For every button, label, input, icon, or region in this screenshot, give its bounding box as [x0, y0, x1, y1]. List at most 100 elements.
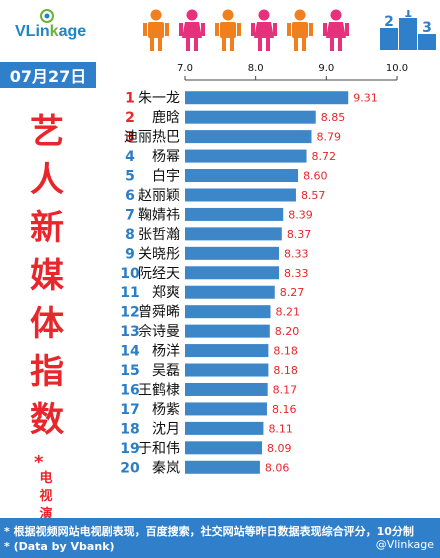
male-person-icon	[215, 9, 241, 51]
subtitle-char: 电	[39, 471, 53, 486]
value-label: 8.09	[267, 442, 292, 455]
rank-label: 17	[120, 402, 139, 418]
bar	[185, 441, 263, 455]
rank-label: 9	[125, 246, 135, 262]
rank-label: 1	[125, 91, 135, 107]
podium-number-2: 2	[384, 14, 394, 30]
rank-label: 2	[125, 110, 135, 126]
bar	[185, 324, 270, 338]
rank-label: 10	[120, 266, 140, 282]
podium-number-1: 1	[404, 10, 412, 20]
bar	[185, 149, 307, 163]
bar	[185, 266, 279, 280]
category-label: 沈月	[152, 421, 180, 437]
male-person-icon	[287, 9, 313, 51]
value-label: 9.31	[353, 92, 378, 105]
footer-source: * (Data by Vbank)	[4, 540, 115, 553]
female-person-icon	[179, 9, 205, 51]
bar	[185, 130, 312, 144]
category-label: 迪丽热巴	[124, 130, 180, 146]
rank-label: 7	[125, 207, 135, 223]
rank-label: 12	[120, 305, 139, 321]
vlinkage-logo	[40, 9, 54, 23]
value-label: 8.18	[273, 364, 298, 377]
watermark: @Vlinkage	[375, 538, 434, 551]
value-label: 8.20	[275, 325, 300, 338]
podium-number-3: 3	[422, 20, 432, 36]
category-label: 张哲瀚	[138, 227, 180, 243]
footer-note: * 根据视频网站电视剧表现，百度搜索，社交网站等昨日数据表现综合评分，10分制	[4, 525, 414, 538]
title-char: 新	[30, 208, 64, 248]
category-label: 佘诗曼	[138, 323, 180, 340]
bar	[185, 285, 275, 299]
value-label: 8.18	[273, 345, 298, 358]
footer: * 根据视频网站电视剧表现，百度搜索，社交网站等昨日数据表现综合评分，10分制 …	[0, 518, 440, 558]
male-person-icon	[143, 9, 169, 51]
bar	[185, 421, 264, 435]
chart-title: 艺 人 新 媒 体 指 数	[22, 108, 72, 444]
bar	[185, 246, 279, 260]
x-tick-label: 9.0	[318, 63, 334, 74]
value-label: 8.85	[321, 111, 346, 124]
value-label: 8.37	[287, 228, 312, 241]
title-char: 媒	[30, 256, 64, 296]
category-label: 赵丽颖	[138, 188, 180, 204]
bar	[185, 382, 268, 396]
bar	[185, 188, 296, 202]
bar	[185, 227, 282, 241]
category-label: 关晓彤	[138, 246, 180, 262]
bar	[185, 344, 269, 358]
title-char: 指	[30, 352, 64, 392]
bar	[185, 402, 267, 416]
bar	[185, 91, 349, 105]
value-label: 8.06	[265, 461, 290, 474]
category-label: 鹿晗	[152, 109, 180, 126]
category-label: 郑爽	[152, 285, 180, 301]
category-label: 朱一龙	[138, 91, 180, 107]
category-label: 王鹤棣	[138, 382, 180, 398]
category-label: 杨洋	[152, 344, 180, 360]
podium-icon: 2 1 3	[380, 10, 436, 50]
category-label: 鞠婧祎	[138, 207, 180, 223]
category-label: 杨紫	[152, 402, 180, 418]
people-icons	[143, 9, 349, 51]
rank-label: 14	[120, 344, 140, 360]
category-label: 阮经天	[138, 266, 180, 282]
rank-label: 18	[120, 421, 139, 437]
rank-label: 15	[120, 363, 139, 379]
x-tick-label: 7.0	[177, 63, 193, 74]
category-label: 白宇	[152, 169, 180, 185]
bar	[185, 305, 271, 319]
bar	[185, 363, 269, 377]
value-label: 8.21	[276, 306, 301, 319]
category-label: 于和伟	[138, 441, 180, 457]
bar	[185, 110, 316, 124]
title-char: 数	[30, 400, 64, 440]
value-label: 8.11	[268, 422, 293, 435]
value-label: 8.33	[284, 267, 309, 280]
female-person-icon	[251, 9, 277, 51]
rank-label: 8	[125, 227, 135, 243]
rank-label: 4	[125, 149, 135, 165]
logo-wordmark: VLinkage	[15, 23, 87, 40]
value-label: 8.17	[273, 383, 298, 396]
category-label: 吴磊	[152, 363, 180, 379]
x-tick-label: 10.0	[386, 63, 408, 74]
rank-label: 20	[120, 460, 140, 476]
bar	[185, 460, 260, 474]
category-label: 秦岚	[152, 460, 180, 476]
value-label: 8.39	[288, 208, 313, 221]
title-char: 体	[30, 304, 64, 344]
rank-label: 19	[120, 441, 139, 457]
rank-label: 16	[120, 382, 139, 398]
value-label: 8.79	[316, 131, 341, 144]
subtitle-char: 视	[39, 489, 53, 504]
female-person-icon	[323, 9, 349, 51]
value-label: 8.60	[303, 170, 328, 183]
bar	[185, 207, 284, 221]
rank-label: 13	[120, 324, 139, 340]
value-label: 8.27	[280, 286, 305, 299]
value-label: 8.72	[312, 150, 337, 163]
rank-label: 5	[125, 169, 135, 185]
value-label: 8.16	[272, 403, 297, 416]
